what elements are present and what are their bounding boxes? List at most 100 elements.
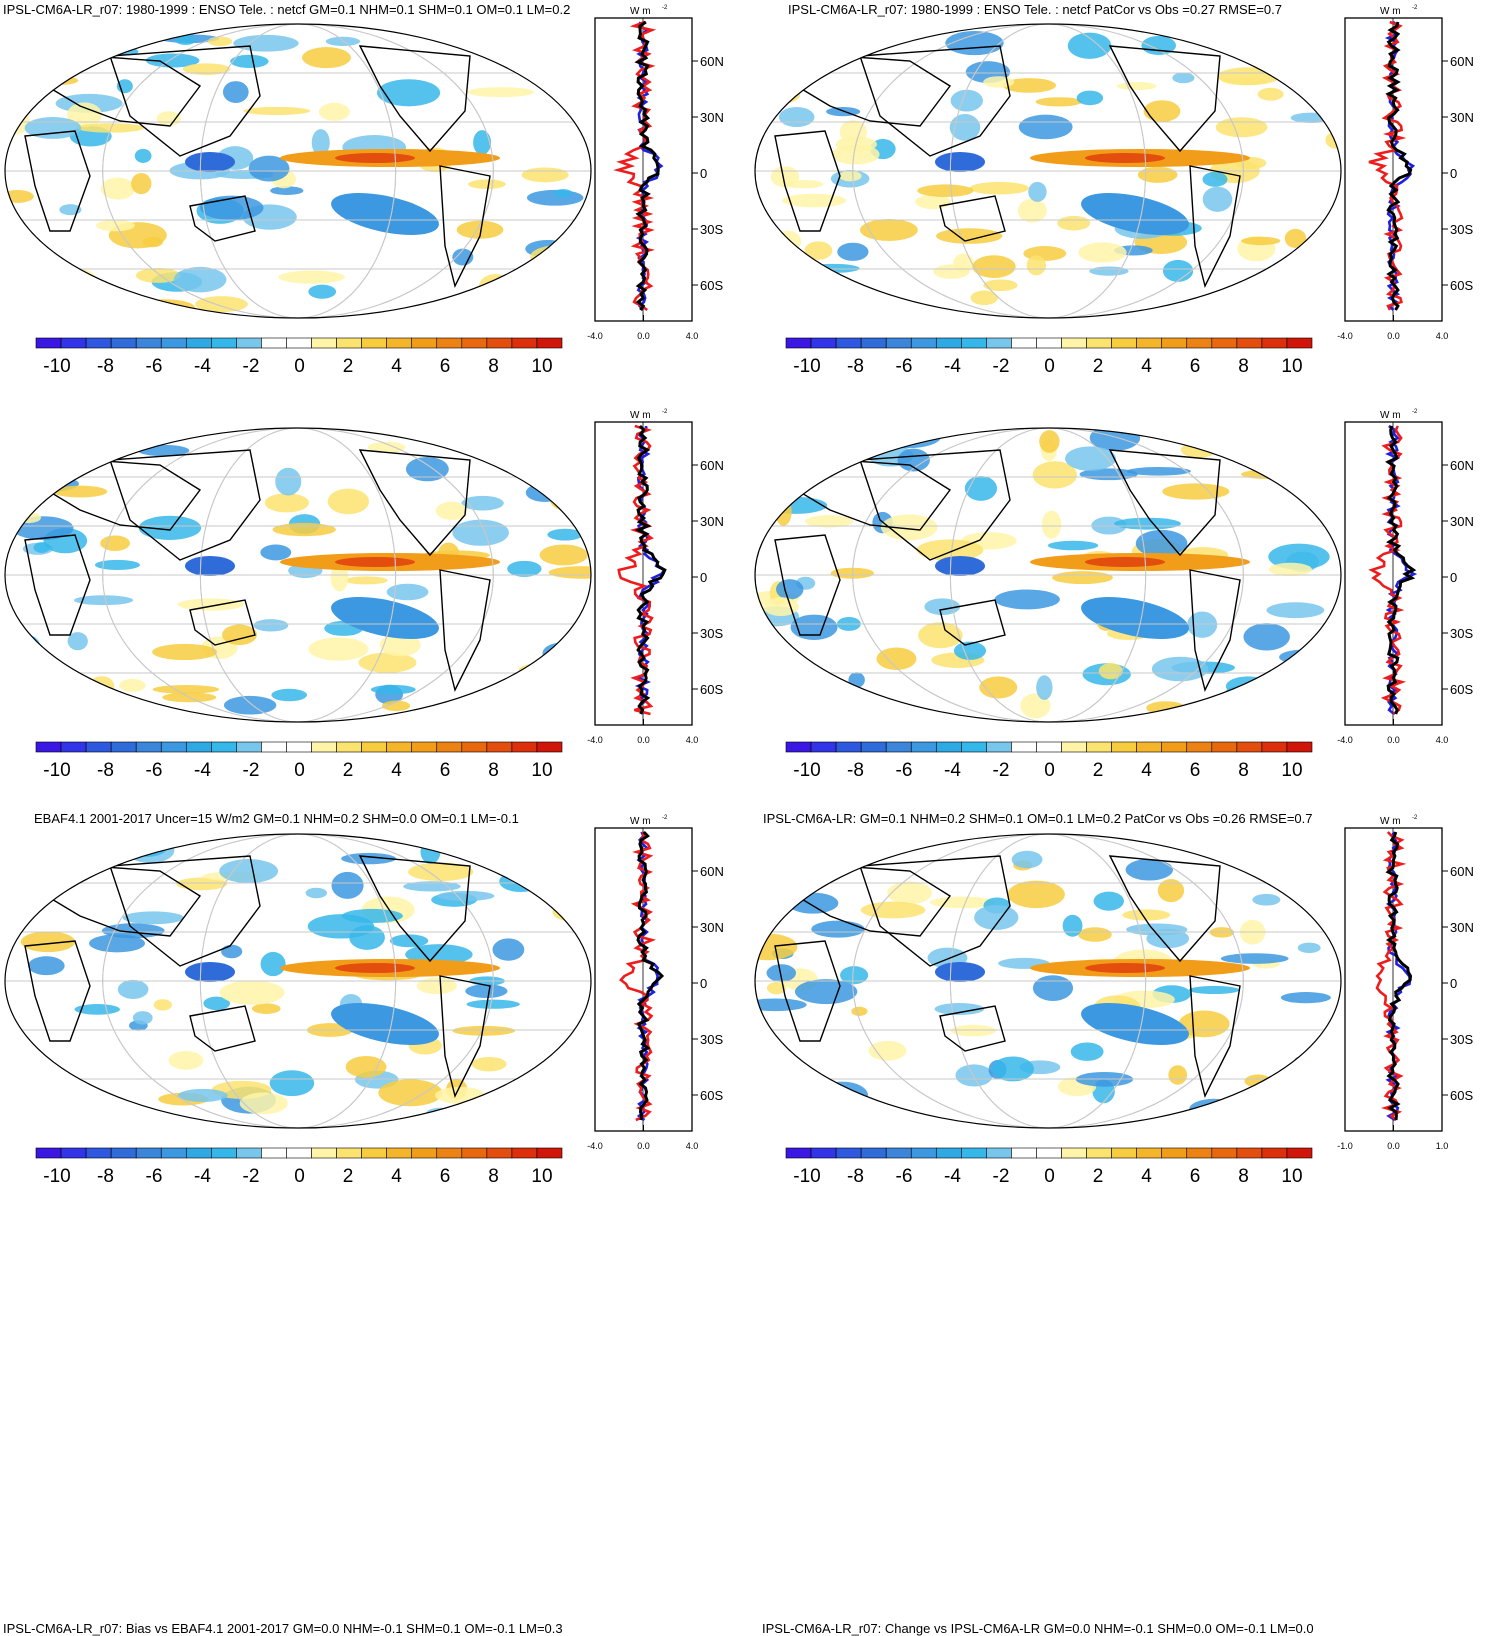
anomaly-patch xyxy=(349,925,385,950)
anomaly-patch xyxy=(185,556,235,576)
anomaly-patch xyxy=(131,173,152,195)
colorbar-swatch xyxy=(336,1147,362,1159)
anomaly-patch xyxy=(1039,430,1060,453)
colorbar-swatch xyxy=(785,337,812,349)
zonal-profile: W m -2 60N 30N 0 30S 60S -4.0 0.0 4.0 xyxy=(587,409,724,745)
anomaly-patch xyxy=(1081,1003,1189,1045)
anomaly-patch xyxy=(302,47,351,69)
colorbar-tick-label: 8 xyxy=(488,760,499,781)
anomaly-patch xyxy=(983,76,1015,88)
anomaly-patch xyxy=(122,911,184,925)
anomaly-patch xyxy=(370,684,416,695)
anomaly-patch xyxy=(994,589,1060,610)
anomaly-patch xyxy=(176,877,228,891)
colorbar-swatch xyxy=(436,337,463,349)
anomaly-patch xyxy=(763,597,799,617)
colorbar-swatch xyxy=(1211,337,1238,349)
anomaly-patch xyxy=(20,931,76,953)
anomaly-patch xyxy=(1114,517,1181,530)
coastline xyxy=(439,165,491,289)
colorbar-tick-label: -8 xyxy=(847,1166,864,1187)
colorbar-swatch xyxy=(486,741,513,753)
anomaly-patch xyxy=(203,996,231,1011)
anomaly-patch xyxy=(874,428,941,449)
lat-label: 0 xyxy=(700,570,707,585)
colorbar-swatch xyxy=(185,741,212,753)
colorbar-tick-label: 4 xyxy=(1141,1166,1152,1187)
anomaly-patch xyxy=(507,560,542,577)
profile-x-tick: 0.0 xyxy=(1387,735,1400,745)
anomaly-patch xyxy=(1085,153,1165,163)
colorbar-swatch xyxy=(261,337,287,349)
profile-x-tick: -4.0 xyxy=(587,735,603,745)
lat-label: 60N xyxy=(700,864,724,879)
colorbar-swatch xyxy=(935,1147,962,1159)
anomaly-patch xyxy=(868,1040,907,1061)
colorbar-swatch xyxy=(1261,741,1288,753)
colorbar-swatch xyxy=(1186,337,1213,349)
anomaly-patch xyxy=(1032,461,1078,489)
colorbar-swatch xyxy=(1011,337,1037,349)
anomaly-patch xyxy=(331,193,439,235)
colorbar-swatch xyxy=(486,337,513,349)
colorbar-swatch xyxy=(860,1147,887,1159)
anomaly-patch xyxy=(964,475,998,501)
colorbar-tick-label: -8 xyxy=(97,356,114,377)
profile-line-diff xyxy=(634,20,660,311)
coastline xyxy=(939,599,1006,646)
colorbar-swatch xyxy=(1111,741,1137,753)
profile-units: W m xyxy=(1380,410,1401,421)
profile-units-sup: -2 xyxy=(1412,409,1418,415)
anomaly-patch xyxy=(974,905,1019,930)
robinson-map xyxy=(4,833,592,1129)
anomaly-patch xyxy=(854,428,907,450)
anomaly-patch xyxy=(1279,649,1329,665)
colorbar-swatch xyxy=(35,1147,62,1159)
colorbar: -10 -8 -6 -4 -2 0 2 4 6 8 10 xyxy=(785,337,1313,377)
colorbar-swatch xyxy=(311,337,337,349)
lat-label: 60N xyxy=(1450,54,1474,69)
anomaly-patch xyxy=(200,195,264,221)
anomaly-patch xyxy=(264,493,309,513)
colorbar-tick-label: -4 xyxy=(944,1166,961,1187)
colorbar-swatch xyxy=(261,741,287,753)
anomaly-patch xyxy=(260,544,292,561)
anomaly-patch xyxy=(1007,880,1065,909)
anomaly-patch xyxy=(860,218,918,242)
anomaly-patch xyxy=(1122,909,1171,921)
panel-6: IPSL-CM6A-LR_r07: Change vs IPSL-CM6A-LR… xyxy=(750,810,1488,1636)
anomaly-patch xyxy=(1098,662,1123,680)
robinson-map xyxy=(4,427,592,723)
anomaly-patch xyxy=(1202,171,1228,187)
lat-label: 30N xyxy=(1450,514,1474,529)
profile-x-tick: 4.0 xyxy=(686,331,699,341)
anomaly-patch xyxy=(308,637,369,661)
colorbar-tick-label: 0 xyxy=(294,760,305,781)
anomaly-patch xyxy=(152,643,218,661)
colorbar-tick-label: 0 xyxy=(294,356,305,377)
colorbar-swatch xyxy=(860,337,887,349)
colorbar-swatch xyxy=(236,1147,262,1159)
anomaly-patch xyxy=(185,962,235,982)
anomaly-patch xyxy=(764,710,806,722)
anomaly-patch xyxy=(28,956,65,976)
anomaly-patch xyxy=(461,495,504,511)
colorbar-swatch xyxy=(810,1147,837,1159)
colorbar-tick-label: -10 xyxy=(793,1166,820,1187)
anomaly-patch xyxy=(804,241,833,260)
anomaly-patch xyxy=(1240,469,1299,480)
profile-units: W m xyxy=(630,6,651,17)
panel-5: IPSL-CM6A-LR_r07: Bias vs EBAF4.1 2001-2… xyxy=(0,810,740,1636)
anomaly-patch xyxy=(453,431,505,448)
anomaly-patch xyxy=(918,622,963,649)
anomaly-patch xyxy=(949,114,981,141)
panel-1: IPSL-CM6A-LR_r07: 1980-1999 : ENSO Tele.… xyxy=(0,0,740,377)
anomaly-patch xyxy=(142,236,163,248)
colorbar-swatch xyxy=(536,1147,563,1159)
coastline xyxy=(1189,975,1241,1099)
anomaly-patch xyxy=(549,486,586,511)
coastline xyxy=(1108,855,1221,963)
map-border xyxy=(4,427,592,723)
anomaly-patch xyxy=(547,528,583,541)
anomaly-patch xyxy=(518,663,571,677)
